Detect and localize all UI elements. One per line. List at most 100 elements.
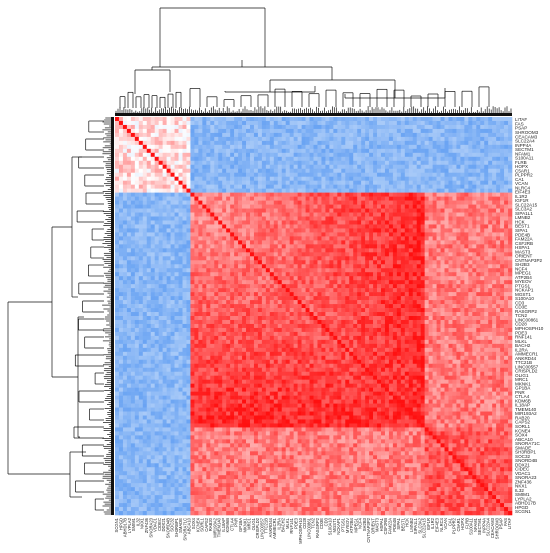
heatmap-cell xyxy=(313,140,318,146)
heatmap-cell xyxy=(190,188,195,193)
heatmap-cell xyxy=(206,136,211,142)
heatmap-cell xyxy=(277,212,283,217)
heatmap-cell xyxy=(341,172,346,177)
heatmap-cell xyxy=(289,156,294,162)
heatmap-cell xyxy=(246,276,251,281)
heatmap-cell xyxy=(242,284,247,289)
heatmap-cell xyxy=(214,212,219,217)
heatmap-cell xyxy=(484,236,489,241)
heatmap-cell xyxy=(118,152,124,158)
heatmap-cell xyxy=(508,252,513,257)
heatmap-cell xyxy=(488,136,493,142)
heatmap-cell xyxy=(329,280,334,285)
heatmap-cell xyxy=(126,160,132,166)
heatmap-cell xyxy=(142,164,148,170)
heatmap-cell xyxy=(424,128,429,134)
heatmap-cell xyxy=(178,252,183,257)
heatmap-cell xyxy=(210,268,215,273)
heatmap-cell xyxy=(206,204,211,209)
heatmap-cell xyxy=(134,172,140,177)
heatmap-cell xyxy=(269,196,275,201)
heatmap-cell xyxy=(281,280,287,285)
heatmap-cell xyxy=(361,216,366,221)
heatmap-cell xyxy=(182,144,187,150)
heatmap-cell xyxy=(480,164,485,170)
heatmap-cell xyxy=(392,128,398,134)
heatmap-cell xyxy=(373,240,378,245)
heatmap-cell xyxy=(400,248,406,253)
heatmap-cell xyxy=(194,236,199,241)
heatmap-cell xyxy=(408,144,414,150)
heatmap-cell xyxy=(468,172,473,177)
heatmap-cell xyxy=(472,216,477,221)
heatmap-cell xyxy=(218,208,223,213)
heatmap-cell xyxy=(460,176,465,181)
heatmap-cell xyxy=(408,184,414,189)
heatmap-cell xyxy=(484,132,489,138)
heatmap-cell xyxy=(329,228,334,233)
heatmap-cell xyxy=(472,164,477,170)
heatmap-cell xyxy=(198,212,203,217)
heatmap-cell xyxy=(476,220,481,225)
heatmap-cell xyxy=(456,236,461,241)
heatmap-cell xyxy=(452,168,457,174)
heatmap-cell xyxy=(170,260,175,265)
heatmap-cell xyxy=(214,268,219,273)
heatmap-cell xyxy=(202,160,207,166)
heatmap-cell xyxy=(281,268,287,273)
heatmap-cell xyxy=(198,276,203,281)
heatmap-cell xyxy=(118,252,124,257)
heatmap-cell xyxy=(202,240,207,245)
heatmap-cell xyxy=(150,264,155,269)
heatmap-cell xyxy=(206,252,211,257)
heatmap-cell xyxy=(186,160,191,166)
heatmap-cell xyxy=(436,160,441,166)
heatmap-cell xyxy=(297,280,302,285)
heatmap-cell xyxy=(369,268,374,273)
heatmap-cell xyxy=(178,268,183,273)
heatmap-cell xyxy=(198,184,203,189)
heatmap-cell xyxy=(130,164,136,170)
heatmap-cell xyxy=(333,252,338,257)
heatmap-cell xyxy=(428,128,433,134)
heatmap-cell xyxy=(388,256,394,261)
heatmap-cell xyxy=(230,228,235,233)
heatmap-cell xyxy=(464,124,469,130)
heatmap-cell xyxy=(142,117,148,122)
heatmap-cell xyxy=(432,196,437,201)
heatmap-cell xyxy=(142,248,148,253)
heatmap-cell xyxy=(115,228,120,233)
heatmap-cell xyxy=(238,124,243,130)
heatmap-cell xyxy=(388,184,394,189)
heatmap-cell xyxy=(190,172,195,177)
heatmap-cell xyxy=(230,268,235,273)
heatmap-cell xyxy=(269,244,275,249)
heatmap-cell xyxy=(337,260,342,265)
heatmap-cell xyxy=(230,272,235,277)
heatmap-cell xyxy=(325,140,330,146)
heatmap-cell xyxy=(468,192,473,197)
heatmap-cell xyxy=(400,120,406,126)
heatmap-cell xyxy=(285,192,290,197)
heatmap-cell xyxy=(234,188,239,193)
heatmap-cell xyxy=(289,256,294,261)
heatmap-cell xyxy=(238,236,243,241)
heatmap-cell xyxy=(134,164,140,170)
heatmap-cell xyxy=(138,228,144,233)
heatmap-cell xyxy=(416,140,421,146)
heatmap-cell xyxy=(480,268,485,273)
heatmap-cell xyxy=(301,228,306,233)
heatmap-cell xyxy=(384,176,390,181)
heatmap-cell xyxy=(118,284,124,289)
heatmap-cell xyxy=(504,240,509,245)
heatmap-cell xyxy=(384,220,390,225)
heatmap-cell xyxy=(508,280,513,285)
heatmap-cell xyxy=(265,164,271,170)
heatmap-cell xyxy=(488,240,493,245)
heatmap-cell xyxy=(488,236,493,241)
heatmap-cell xyxy=(234,120,239,126)
heatmap-cell xyxy=(289,124,294,130)
heatmap-cell xyxy=(353,180,358,185)
heatmap-cell xyxy=(277,244,283,249)
heatmap-cell xyxy=(130,156,136,162)
